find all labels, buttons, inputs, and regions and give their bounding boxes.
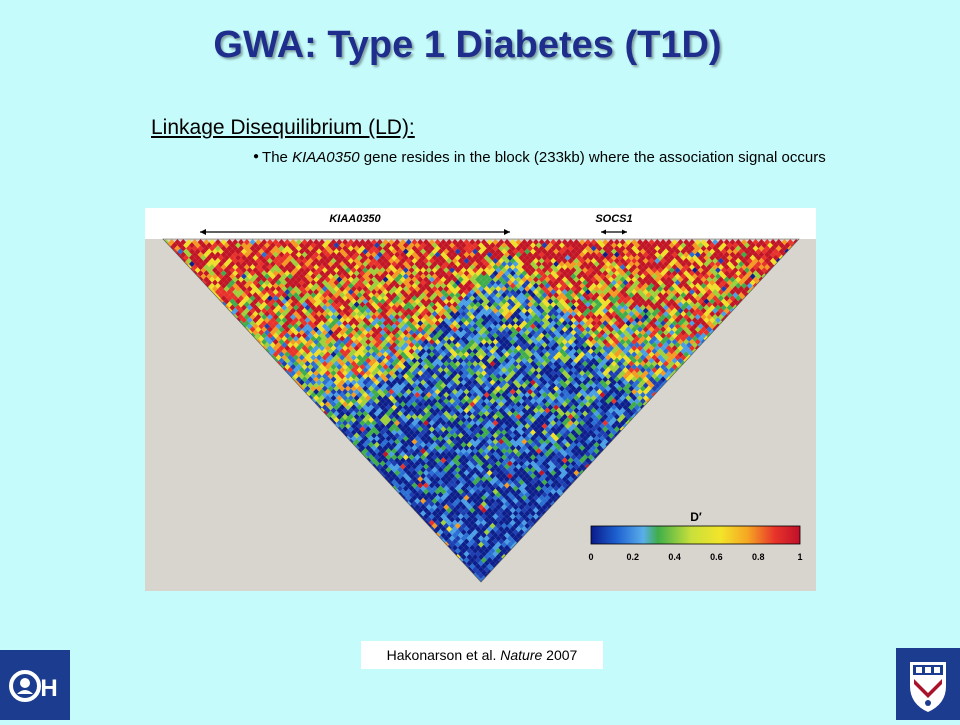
chop-logo-letter: H (40, 675, 57, 702)
kiaa0350-left-arrow-icon (200, 229, 206, 235)
socs1-right-arrow-icon (622, 230, 627, 235)
citation-authors: Hakonarson et al. (387, 647, 501, 663)
gene-label-socs1: SOCS1 (595, 213, 632, 225)
legend-tick-label: 1 (797, 552, 802, 562)
legend-tick-label: 0.4 (668, 552, 681, 562)
kiaa0350-right-arrow-icon (504, 229, 510, 235)
slide-title: GWA: Type 1 Diabetes (T1D) (0, 24, 935, 67)
chop-logo-icon: H (0, 650, 70, 720)
bullet-point: ●The KIAA0350 gene resides in the block … (253, 149, 826, 166)
legend-tick-label: 0 (588, 552, 593, 562)
dprime-legend: D′ 0 0.2 0.4 0.6 0.8 1 (588, 510, 802, 562)
legend-tick-label: 0.6 (710, 552, 723, 562)
bullet-gene-name: KIAA0350 (292, 149, 360, 166)
ld-heatmap-svg: KIAA0350 SOCS1 D′ 0 0.2 0.4 0.6 0.8 1 (145, 208, 816, 591)
bullet-suffix: gene resides in the block (233kb) where … (360, 149, 826, 166)
legend-ticks: 0 0.2 0.4 0.6 0.8 1 (588, 552, 802, 562)
university-shield-icon (896, 648, 960, 720)
bullet-dot-icon: ● (253, 151, 259, 162)
ld-heatmap-figure: KIAA0350 SOCS1 D′ 0 0.2 0.4 0.6 0.8 1 (145, 208, 816, 591)
legend-tick-label: 0.2 (627, 552, 640, 562)
legend-tick-label: 0.8 (752, 552, 765, 562)
section-heading: Linkage Disequilibrium (LD): (151, 116, 415, 140)
socs1-left-arrow-icon (601, 230, 606, 235)
gene-label-kiaa0350: KIAA0350 (329, 213, 381, 225)
legend-color-bar (591, 526, 800, 544)
citation: Hakonarson et al. Nature 2007 (361, 641, 603, 669)
citation-journal: Nature (500, 647, 542, 663)
chop-logo: H (0, 650, 70, 720)
citation-year: 2007 (542, 647, 577, 663)
penn-logo (896, 648, 960, 720)
legend-title: D′ (690, 510, 702, 524)
bullet-prefix: The (262, 149, 292, 166)
